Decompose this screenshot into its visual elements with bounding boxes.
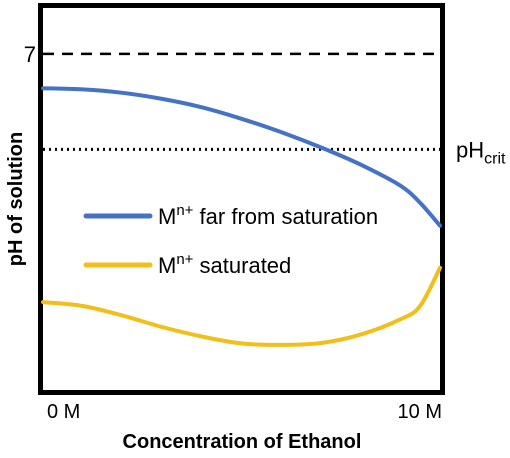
legend-label-1: Mn+ far from saturation xyxy=(158,202,378,229)
legend-label-text: saturated xyxy=(193,253,291,278)
series-line-1 xyxy=(41,86,442,228)
reference-label-2: pHcrit xyxy=(456,137,506,167)
y-axis-label: pH of solution xyxy=(5,132,27,266)
reference-label-subscript: crit xyxy=(484,150,506,167)
chart-marks: 7 pHcrit Mn+ far from saturation Mn+ satura… xyxy=(24,42,506,423)
reference-label-1: 7 xyxy=(24,42,36,67)
plot-frame xyxy=(38,3,445,395)
legend-label-text: far from saturation xyxy=(193,204,378,229)
legend-label-superscript: n+ xyxy=(176,202,193,219)
legend-label-2: Mn+ saturated xyxy=(158,251,291,278)
x-tick-label-2: 10 M xyxy=(398,401,442,423)
series-line-2 xyxy=(41,265,442,347)
legend-label-superscript: n+ xyxy=(176,251,193,268)
x-axis-label: Concentration of Ethanol xyxy=(123,431,362,453)
x-tick-label-1: 0 M xyxy=(47,401,80,423)
